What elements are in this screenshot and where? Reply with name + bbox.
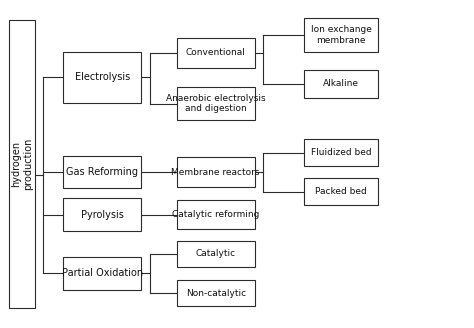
- FancyBboxPatch shape: [64, 52, 141, 103]
- FancyBboxPatch shape: [177, 157, 255, 187]
- Text: Alkaline: Alkaline: [323, 79, 359, 89]
- Text: Catalytic reforming: Catalytic reforming: [172, 210, 259, 219]
- FancyBboxPatch shape: [64, 156, 141, 189]
- Text: Catalytic: Catalytic: [196, 249, 236, 258]
- Text: Ion exchange
membrane: Ion exchange membrane: [310, 25, 372, 45]
- Text: Fluidized bed: Fluidized bed: [310, 148, 371, 157]
- Text: Packed bed: Packed bed: [315, 187, 367, 196]
- Text: hydrogen
production: hydrogen production: [11, 138, 33, 190]
- FancyBboxPatch shape: [64, 198, 141, 231]
- FancyBboxPatch shape: [177, 87, 255, 120]
- Text: Conventional: Conventional: [186, 49, 246, 57]
- FancyBboxPatch shape: [304, 18, 378, 52]
- FancyBboxPatch shape: [177, 280, 255, 306]
- Text: Anaerobic electrolysis
and digestion: Anaerobic electrolysis and digestion: [166, 94, 265, 113]
- FancyBboxPatch shape: [177, 38, 255, 68]
- FancyBboxPatch shape: [9, 20, 35, 308]
- FancyBboxPatch shape: [304, 178, 378, 205]
- FancyBboxPatch shape: [304, 70, 378, 98]
- Text: Membrane reactors: Membrane reactors: [172, 168, 260, 177]
- FancyBboxPatch shape: [64, 257, 141, 290]
- FancyBboxPatch shape: [177, 200, 255, 229]
- Text: Partial Oxidation: Partial Oxidation: [62, 268, 143, 278]
- FancyBboxPatch shape: [304, 139, 378, 166]
- Text: Non-catalytic: Non-catalytic: [186, 289, 246, 297]
- Text: Pyrolysis: Pyrolysis: [81, 210, 124, 220]
- Text: Gas Reforming: Gas Reforming: [66, 167, 138, 177]
- Text: Electrolysis: Electrolysis: [75, 72, 130, 82]
- FancyBboxPatch shape: [177, 241, 255, 267]
